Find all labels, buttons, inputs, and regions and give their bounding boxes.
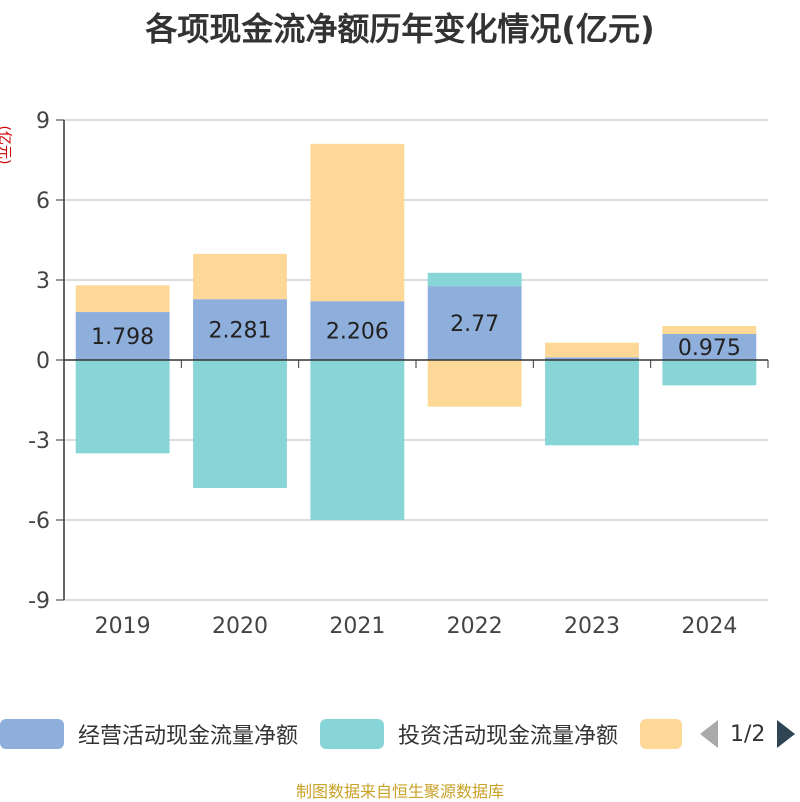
bar-group	[75, 143, 757, 520]
y-tick-label: 6	[36, 189, 50, 214]
bar-2022-series-2[interactable]	[427, 360, 522, 407]
legend-swatch-third	[640, 719, 682, 749]
bar-2023-series-0[interactable]	[545, 357, 639, 360]
legend: 经营活动现金流量净额 投资活动现金流量净额 1/2	[0, 716, 800, 756]
data-label-2022: 2.77	[450, 312, 499, 337]
legend-item-operating[interactable]: 经营活动现金流量净额	[0, 716, 298, 752]
data-label-2020: 2.281	[209, 319, 272, 344]
legend-page-indicator: 1/2	[730, 721, 766, 747]
legend-pager: 1/2	[700, 716, 796, 752]
x-tick-label-2022: 2022	[447, 614, 503, 639]
legend-swatch-investing	[320, 719, 384, 749]
bar-2024-series-2[interactable]	[662, 326, 757, 334]
y-tick-label: -3	[28, 429, 50, 454]
legend-item-third[interactable]	[640, 716, 682, 752]
chevron-left-icon[interactable]	[700, 720, 718, 748]
y-tick-label: -6	[28, 509, 50, 534]
x-tick-label-2021: 2021	[329, 614, 385, 639]
x-tick-label-2019: 2019	[95, 614, 151, 639]
legend-swatch-operating	[0, 719, 64, 749]
bar-2020-series-2[interactable]	[193, 253, 287, 300]
y-tick-label: -9	[28, 589, 50, 614]
y-tick-label: 3	[36, 269, 50, 294]
y-tick-label: 9	[36, 109, 50, 134]
chevron-right-icon[interactable]	[777, 720, 796, 748]
legend-item-investing[interactable]: 投资活动现金流量净额	[320, 716, 618, 752]
x-tick-label-2020: 2020	[212, 614, 268, 639]
legend-label-investing: 投资活动现金流量净额	[398, 724, 619, 749]
bar-2022-series-1[interactable]	[427, 272, 522, 287]
data-label-2019: 1.798	[91, 325, 154, 350]
bar-2019-series-0[interactable]	[75, 312, 170, 360]
y-tick-label: 0	[36, 349, 50, 374]
footer-source: 制图数据来自恒生聚源数据库	[295, 782, 504, 801]
bar-2021-series-1[interactable]	[310, 360, 405, 520]
bar-2019-series-2[interactable]	[75, 285, 170, 313]
bar-2021-series-0[interactable]	[310, 301, 405, 360]
axes: 9 6 3 0 -3 -6 -9 2019 2020 2021 2022 2023 2024	[28, 109, 769, 639]
data-labels: 1.798 2.281 2.206 2.77 0.975	[91, 312, 741, 361]
bar-2019-series-1[interactable]	[75, 360, 170, 454]
bar-2021-series-2[interactable]	[310, 143, 405, 302]
legend-label-operating: 经营活动现金流量净额	[78, 724, 299, 749]
bar-2020-series-0[interactable]	[193, 299, 287, 360]
grid-lines	[64, 119, 768, 601]
bar-2020-series-1[interactable]	[193, 360, 287, 488]
y-axis-label: (亿元)	[0, 126, 12, 165]
bar-2024-series-0[interactable]	[662, 334, 757, 360]
data-label-2021: 2.206	[326, 320, 389, 345]
bar-2022-series-0[interactable]	[427, 286, 522, 360]
bar-2023-series-1[interactable]	[545, 360, 639, 446]
x-tick-label-2023: 2023	[564, 614, 620, 639]
chart-title: 各项现金流净额历年变化情况(亿元)	[145, 10, 655, 48]
x-tick-label-2024: 2024	[681, 614, 737, 639]
data-label-2024: 0.975	[678, 336, 741, 361]
bar-2024-series-1[interactable]	[662, 360, 757, 386]
bar-2023-series-2[interactable]	[545, 342, 639, 358]
